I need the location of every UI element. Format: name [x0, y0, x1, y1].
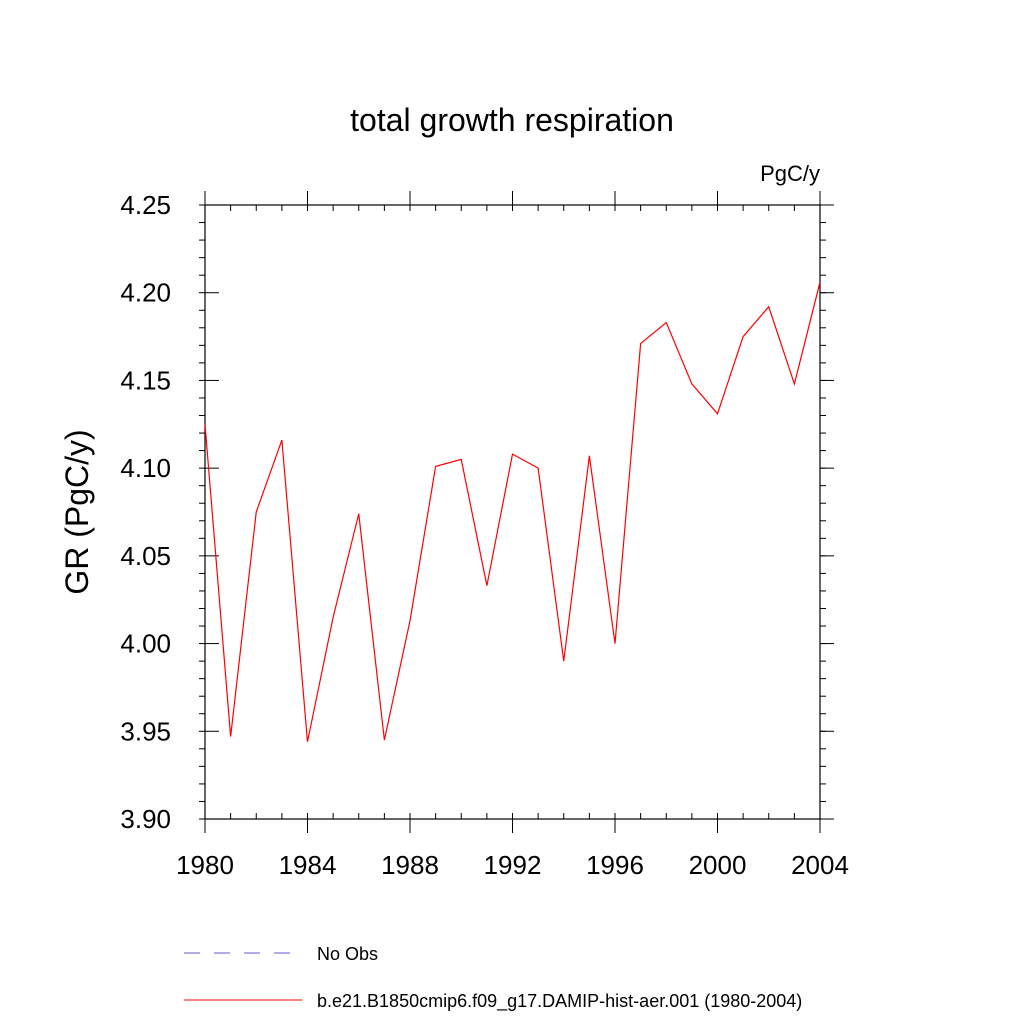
x-tick-label: 1992 [484, 850, 542, 880]
y-tick-label: 4.20 [120, 278, 171, 308]
x-tick-label: 1996 [586, 850, 644, 880]
y-tick-label: 4.10 [120, 453, 171, 483]
y-tick-label: 3.90 [120, 804, 171, 834]
x-tick-labels: 1980 1984 1988 1992 1996 2000 2004 [176, 850, 849, 880]
y-major-ticks [205, 204, 834, 820]
y-tick-label: 3.95 [120, 716, 171, 746]
y-tick-label: 4.25 [120, 190, 171, 220]
y-minor-ticks [199, 204, 826, 820]
units-label: PgC/y [760, 161, 820, 186]
y-axis-label: GR (PgC/y) [59, 429, 95, 594]
chart-title: total growth respiration [350, 102, 674, 138]
series-layer [204, 282, 821, 742]
plot-frame [204, 204, 821, 820]
legend: No Obs b.e21.B1850cmip6.f09_g17.DAMIP-hi… [184, 944, 802, 1012]
x-tick-label: 1984 [279, 850, 337, 880]
y-tick-labels: 3.90 3.95 4.00 4.05 4.10 4.15 4.20 4.25 [120, 190, 171, 834]
legend-label-model: b.e21.B1850cmip6.f09_g17.DAMIP-hist-aer.… [317, 991, 802, 1012]
y-tick-label: 4.15 [120, 365, 171, 395]
x-major-ticks [204, 191, 821, 833]
x-tick-label: 1988 [381, 850, 439, 880]
x-minor-ticks [204, 205, 821, 819]
legend-label-no-obs: No Obs [317, 944, 378, 964]
y-tick-label: 4.00 [120, 629, 171, 659]
series-line [204, 282, 821, 742]
y-tick-label: 4.05 [120, 541, 171, 571]
x-tick-label: 2000 [689, 850, 747, 880]
x-tick-label: 2004 [791, 850, 849, 880]
x-tick-label: 1980 [176, 850, 234, 880]
